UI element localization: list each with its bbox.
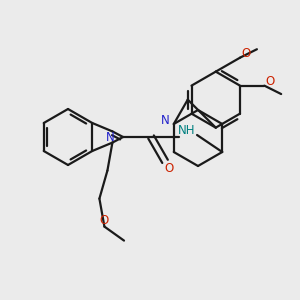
Text: O: O	[266, 75, 275, 88]
Text: NH: NH	[178, 124, 196, 136]
Text: N: N	[106, 131, 115, 144]
Text: O: O	[100, 214, 109, 227]
Text: O: O	[164, 162, 174, 175]
Text: O: O	[242, 47, 251, 60]
Text: N: N	[160, 115, 169, 128]
